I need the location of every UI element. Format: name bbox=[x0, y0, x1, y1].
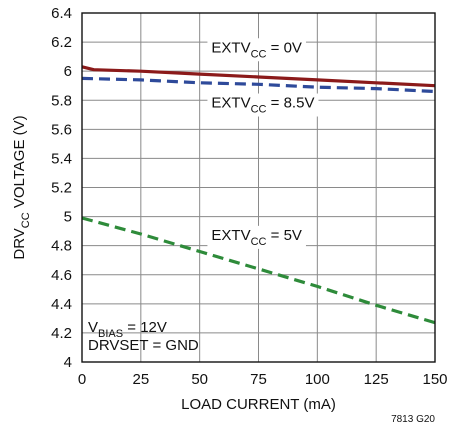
x-tick-label: 150 bbox=[422, 371, 447, 388]
condition-line-1-suffix: = 12V bbox=[123, 319, 167, 336]
series-label-3-main: EXTV bbox=[211, 227, 250, 244]
series-line-3 bbox=[81, 216, 436, 325]
y-tick-label: 4.8 bbox=[51, 238, 72, 255]
condition-line-1: VBIAS = 12V bbox=[88, 319, 167, 340]
x-tick-label: 25 bbox=[132, 371, 149, 388]
y-tick-label: 5.2 bbox=[51, 180, 72, 197]
series-label-background bbox=[207, 38, 306, 62]
y-tick-label: 5.8 bbox=[51, 92, 72, 109]
x-axis-label: LOAD CURRENT (mA) bbox=[181, 396, 336, 413]
x-tick-label: 75 bbox=[250, 371, 267, 388]
series-label-2-main: EXTV bbox=[211, 95, 250, 112]
series-label-3-suffix: = 5V bbox=[267, 227, 302, 244]
y-tick-label: 6 bbox=[64, 63, 72, 80]
y-axis-label-main: DRV bbox=[11, 228, 28, 259]
y-axis-label: DRVCC VOLTAGE (V) bbox=[11, 115, 32, 259]
series-line-2 bbox=[81, 76, 436, 94]
x-axis-ticks: 0 25 50 75 100 125 150 bbox=[78, 371, 448, 388]
y-tick-label: 4.6 bbox=[51, 267, 72, 284]
figure-id: 7813 G20 bbox=[391, 414, 435, 425]
series-label-1-subscript: CC bbox=[251, 48, 267, 60]
y-tick-label: 5.6 bbox=[51, 121, 72, 138]
series-label-background bbox=[207, 93, 319, 117]
x-tick-label: 50 bbox=[191, 371, 208, 388]
series-label-background bbox=[207, 225, 306, 249]
series-label-2-subscript: CC bbox=[251, 104, 267, 116]
y-tick-label: 6.2 bbox=[51, 34, 72, 51]
series-label-1: EXTVCC = 0V bbox=[211, 39, 302, 60]
series-label-2-suffix: = 8.5V bbox=[267, 95, 315, 112]
x-tick-label: 125 bbox=[364, 371, 389, 388]
y-tick-label: 4.4 bbox=[51, 296, 72, 313]
y-axis-label-subscript: CC bbox=[20, 212, 32, 228]
series-label-3: EXTVCC = 5V bbox=[211, 227, 302, 248]
y-tick-label: 4.2 bbox=[51, 325, 72, 342]
y-axis-ticks: 4 4.2 4.4 4.6 4.8 5 5.2 5.4 5.6 5.8 6 6.2 6.4 bbox=[51, 5, 72, 371]
x-tick-label: 100 bbox=[305, 371, 330, 388]
series-lines bbox=[81, 65, 436, 325]
y-axis-label-suffix: VOLTAGE (V) bbox=[11, 115, 28, 212]
series-label-1-suffix: = 0V bbox=[267, 39, 302, 56]
y-tick-label: 4 bbox=[64, 354, 72, 371]
x-tick-label: 0 bbox=[78, 371, 86, 388]
series-line-1 bbox=[81, 65, 436, 88]
condition-line-1-subscript: BIAS bbox=[98, 328, 123, 340]
y-tick-label: 6.4 bbox=[51, 5, 72, 22]
series-label-1-main: EXTV bbox=[211, 39, 250, 56]
condition-line-2: DRVSET = GND bbox=[88, 337, 199, 354]
y-tick-label: 5 bbox=[64, 209, 72, 226]
y-tick-label: 5.4 bbox=[51, 150, 72, 167]
condition-line-2-main: DRVSET = GND bbox=[88, 337, 199, 354]
grid-lines bbox=[82, 13, 435, 362]
plot-frame bbox=[81, 12, 436, 363]
series-label-3-subscript: CC bbox=[251, 236, 267, 248]
series-label-2: EXTVCC = 8.5V bbox=[211, 95, 314, 116]
condition-line-1-main: V bbox=[88, 319, 98, 336]
